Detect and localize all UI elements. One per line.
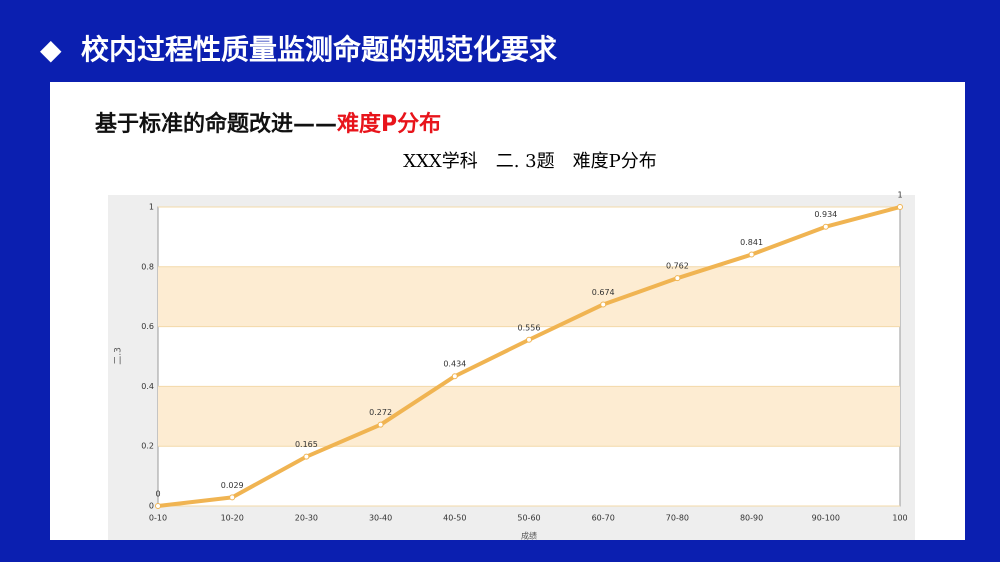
data-point [526, 336, 532, 343]
data-point [303, 453, 310, 460]
slide-title-text: 校内过程性质量监测命题的规范化要求 [81, 33, 558, 66]
heading: 基于标准的命题改进——难度P分布 [95, 106, 441, 138]
grid-band [158, 386, 900, 447]
data-point [377, 421, 384, 428]
data-label: 0.762 [666, 262, 689, 271]
data-label: 0.029 [221, 481, 244, 490]
data-point [155, 503, 161, 509]
x-tick-label: 20-30 [295, 514, 318, 523]
data-label: 0.272 [369, 408, 392, 417]
data-point [822, 223, 829, 230]
x-tick-label: 10-20 [221, 514, 244, 523]
x-tick-label: 100 [892, 514, 907, 523]
x-tick-label: 80-90 [740, 514, 763, 523]
x-tick-label: 30-40 [369, 514, 392, 523]
data-point [674, 275, 681, 282]
y-tick-label: 0.6 [141, 322, 154, 331]
data-label: 0.434 [443, 360, 466, 369]
y-tick-label: 0.4 [141, 382, 154, 391]
y-tick-label: 0.8 [141, 262, 154, 271]
x-tick-label: 50-60 [517, 514, 540, 523]
data-label: 0.841 [740, 238, 763, 247]
x-tick-label: 0-10 [149, 514, 167, 523]
y-tick-label: 1 [149, 203, 154, 212]
heading-highlight: 难度P分布 [337, 112, 442, 137]
data-label: 0.165 [295, 440, 318, 449]
data-point [229, 494, 236, 501]
x-tick-label: 60-70 [592, 514, 615, 523]
slide-title: ◆ 校内过程性质量监测命题的规范化要求 [40, 33, 558, 66]
data-label: 0.934 [814, 210, 837, 219]
y-tick-label: 0 [149, 502, 154, 511]
x-axis-label: 成绩 [521, 531, 537, 541]
data-label: 0 [155, 490, 160, 499]
y-tick-label: 0.2 [141, 442, 154, 451]
grid-band [158, 266, 900, 327]
x-tick-label: 90-100 [812, 514, 840, 523]
data-point [451, 373, 458, 380]
data-point [600, 301, 607, 308]
data-label: 1 [897, 191, 902, 200]
heading-main: 基于标准的命题改进—— [95, 112, 338, 137]
chart-title: XXX学科 二. 3题 难度P分布 [403, 151, 656, 172]
data-point [897, 204, 903, 210]
data-label: 0.674 [592, 288, 615, 297]
data-point [748, 251, 755, 258]
y-axis-label: 二.3 [114, 347, 124, 365]
x-tick-label: 40-50 [443, 514, 466, 523]
data-label: 0.556 [518, 323, 541, 332]
x-tick-label: 70-80 [666, 514, 689, 523]
plot-area [157, 206, 901, 507]
